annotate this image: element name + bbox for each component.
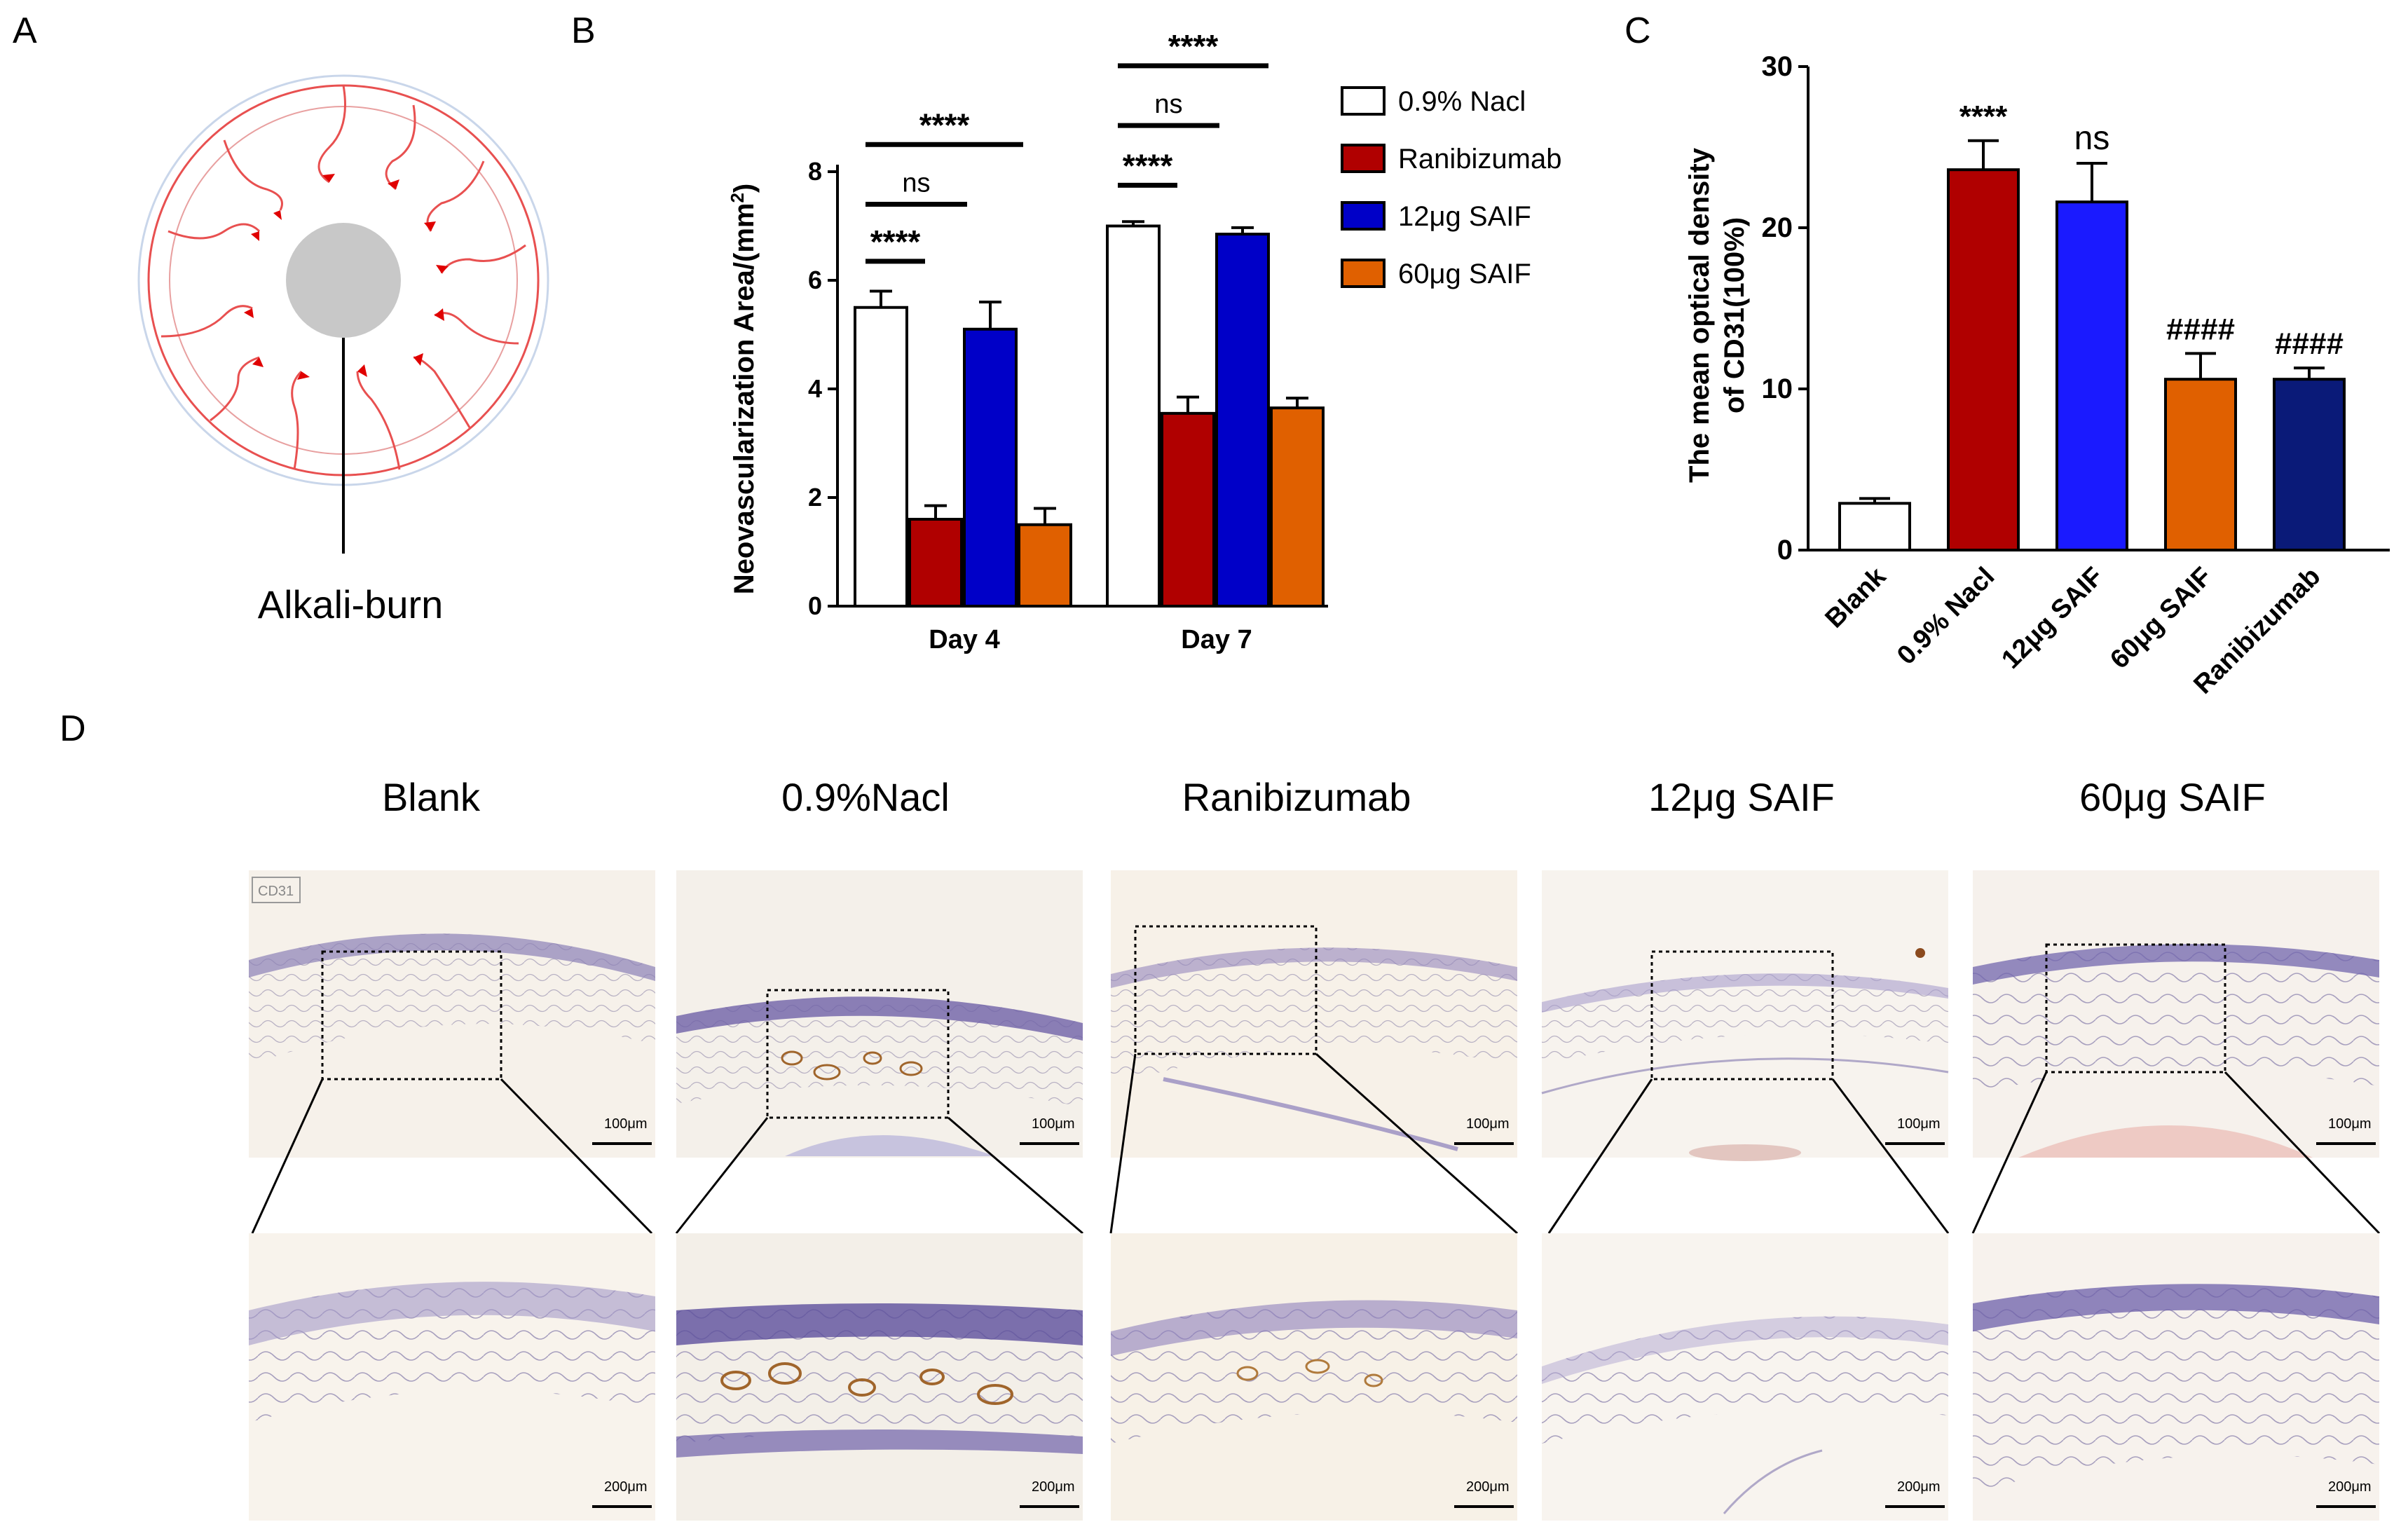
bar-12-g-saif <box>2055 200 2128 551</box>
micro-top-nacl: 100μm <box>676 870 1083 1158</box>
bar-ranibizumab <box>2273 378 2346 552</box>
micro-top-ranibizumab: 100μm <box>1111 870 1517 1158</box>
bar-60-g-saif <box>1018 523 1072 608</box>
y-tick-label: 0 <box>1777 535 1793 565</box>
micro-top-blank: CD31 100μm <box>249 870 655 1158</box>
alkali-burn-diagram <box>137 74 549 554</box>
bar-60-g-saif <box>1270 406 1325 608</box>
x-tick-label: 60μg SAIF <box>2105 562 2217 675</box>
bar-12-g-saif <box>963 327 1018 608</box>
y-tick-label: 0 <box>808 591 822 620</box>
y-tick-label: 8 <box>808 157 822 186</box>
panel-letter-b: B <box>571 11 596 51</box>
chart-b: 0 2 4 6 8 Neovascularization Area/(mm2) Day 4 D… <box>727 35 1561 654</box>
bar-0-9--nacl <box>854 306 908 608</box>
y-axis-label: Neovascularization Area/(mm2) <box>727 184 760 595</box>
group-title-nacl: 0.9%Nacl <box>781 775 950 819</box>
panel-letter-c: C <box>1624 11 1651 51</box>
micro-bottom-ranibizumab: 200μm <box>1111 1233 1517 1521</box>
bar-0-9--nacl <box>1106 224 1161 608</box>
scale-top-60ug: 100μm <box>2328 1116 2372 1132</box>
micro-bottom-60ug: 200μm <box>1973 1233 2379 1521</box>
bar-12-g-saif <box>1215 233 1270 608</box>
scale-top-nacl: 100μm <box>1032 1116 1075 1132</box>
scale-bottom-nacl: 200μm <box>1032 1479 1075 1495</box>
legend-swatch <box>1341 259 1386 288</box>
y-tick-label: 4 <box>808 374 822 403</box>
sig-label: **** <box>1123 147 1173 184</box>
group-title-60ug: 60μg SAIF <box>2079 775 2266 819</box>
sig-label: **** <box>870 224 921 260</box>
bar-60-g-saif <box>2164 378 2237 552</box>
micro-bottom-blank: 200μm <box>249 1233 655 1521</box>
legend-swatch <box>1341 86 1386 116</box>
sig-label: **** <box>919 107 970 143</box>
micrograph-panel: CD31 100μm 100μm 100μm 100μm <box>249 870 2381 1521</box>
legend-label: 0.9% Nacl <box>1398 86 1526 117</box>
y-tick-label: 20 <box>1762 212 1793 243</box>
sig-label: #### <box>2166 312 2235 346</box>
scale-top-12ug: 100μm <box>1897 1116 1941 1132</box>
sig-label: ns <box>1154 90 1182 119</box>
burn-spot <box>286 223 401 338</box>
x-tick-label: Day 7 <box>1181 625 1252 654</box>
y-tick-label: 2 <box>808 483 822 512</box>
x-tick-label: Blank <box>1819 561 1891 633</box>
scale-top-blank: 100μm <box>604 1116 648 1132</box>
chart-c: 0 10 20 30 The mean optical density of CD31(1… <box>1684 51 2390 700</box>
sig-label: #### <box>2275 327 2344 361</box>
legend-swatch <box>1341 201 1386 231</box>
x-tick-label: 0.9% Nacl <box>1891 562 2000 671</box>
y-tick-label: 30 <box>1762 51 1793 82</box>
scale-bottom-60ug: 200μm <box>2328 1479 2372 1495</box>
sig-label: **** <box>1168 35 1219 64</box>
micro-bottom-nacl: 200μm <box>676 1233 1083 1521</box>
legend-label: 60μg SAIF <box>1398 259 1531 289</box>
sig-label: **** <box>1959 100 2008 134</box>
scale-bottom-blank: 200μm <box>604 1479 648 1495</box>
y-tick-label: 10 <box>1762 373 1793 404</box>
y-tick-label: 6 <box>808 266 822 294</box>
micro-bottom-12ug: 200μm <box>1542 1233 1948 1521</box>
legend-swatch <box>1341 144 1386 173</box>
group-title-blank: Blank <box>381 775 481 819</box>
micro-top-60ug: 100μm <box>1973 870 2379 1158</box>
alkali-burn-label: Alkali-burn <box>257 582 444 626</box>
cd31-label: CD31 <box>258 884 294 899</box>
y-axis-label-1: The mean optical density <box>1684 147 1715 483</box>
group-title-12ug: 12μg SAIF <box>1648 775 1835 819</box>
legend-label: 12μg SAIF <box>1398 201 1531 232</box>
panel-letter-a: A <box>13 11 37 51</box>
bar-ranibizumab <box>1161 411 1215 608</box>
bar-ranibizumab <box>908 518 963 608</box>
x-tick-label: Day 4 <box>929 625 999 654</box>
panel-letter-d: D <box>60 708 86 749</box>
scale-top-ranibizumab: 100μm <box>1466 1116 1510 1132</box>
x-tick-label: 12μg SAIF <box>1996 562 2109 675</box>
legend-label: Ranibizumab <box>1398 144 1561 174</box>
bar-0-9--nacl <box>1947 168 2020 551</box>
scale-bottom-ranibizumab: 200μm <box>1466 1479 1510 1495</box>
bar-blank <box>1838 502 1911 551</box>
group-title-ranibizumab: Ranibizumab <box>1182 775 1411 819</box>
micro-top-12ug: 100μm <box>1541 870 1949 1161</box>
sig-label: ns <box>2074 120 2110 157</box>
scale-bottom-12ug: 200μm <box>1897 1479 1941 1495</box>
y-axis-label-2: of CD31(100%) <box>1719 217 1750 413</box>
sig-label: ns <box>902 169 930 198</box>
